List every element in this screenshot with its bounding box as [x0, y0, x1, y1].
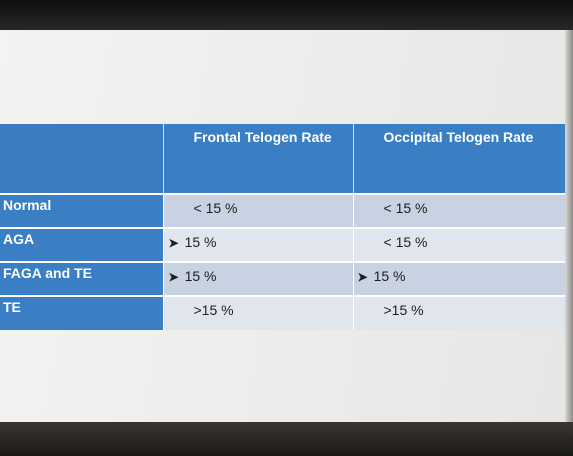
row-label: FAGA and TE: [0, 261, 164, 296]
cell-frontal: >15 %: [163, 295, 354, 330]
monitor-bottom-bezel: [0, 422, 573, 456]
row-label: AGA: [0, 227, 164, 262]
table-row: AGA ➤ 15 % < 15 %: [0, 227, 570, 262]
row-label: Normal: [0, 193, 164, 228]
arrow-icon: ➤: [168, 270, 179, 284]
cell-frontal: < 15 %: [163, 193, 354, 228]
header-occipital: Occipital Telogen Rate: [353, 124, 570, 194]
arrow-icon: ➤: [168, 236, 179, 250]
table-header-row: Frontal Telogen Rate Occipital Telogen R…: [0, 124, 570, 194]
monitor-right-edge: [565, 30, 573, 422]
monitor-top-bezel: [0, 0, 573, 30]
projected-slide: Frontal Telogen Rate Occipital Telogen R…: [0, 30, 573, 422]
cell-frontal: ➤ 15 %: [163, 227, 354, 262]
cell-occipital: >15 %: [353, 295, 570, 330]
cell-occipital: ➤ 15 %: [353, 261, 570, 296]
arrow-icon: ➤: [357, 270, 368, 284]
cell-frontal: ➤ 15 %: [163, 261, 354, 296]
header-frontal: Frontal Telogen Rate: [163, 124, 354, 194]
table-row: TE >15 % >15 %: [0, 295, 570, 330]
header-blank-cell: [0, 124, 164, 194]
cell-occipital: < 15 %: [353, 193, 570, 228]
table-row: FAGA and TE ➤ 15 % ➤ 15 %: [0, 261, 570, 296]
cell-occipital: < 15 %: [353, 227, 570, 262]
row-label: TE: [0, 295, 164, 330]
table-row: Normal < 15 % < 15 %: [0, 193, 570, 228]
telogen-rate-table: Frontal Telogen Rate Occipital Telogen R…: [0, 124, 570, 330]
